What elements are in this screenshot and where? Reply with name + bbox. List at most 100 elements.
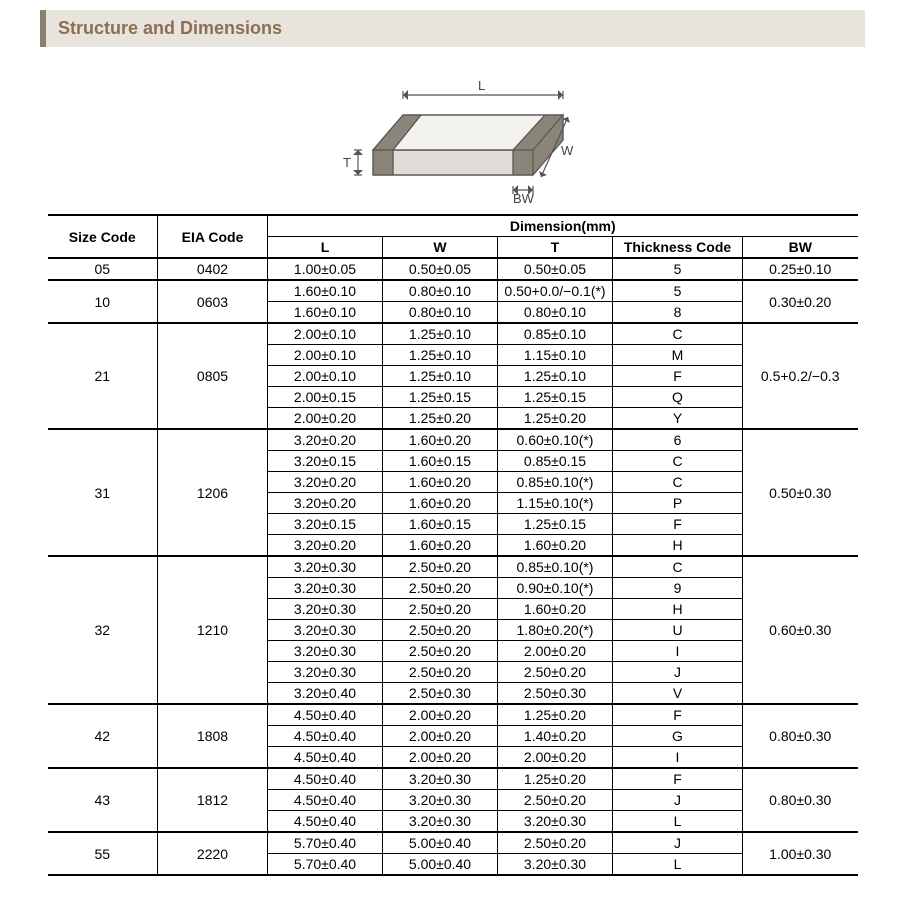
cell: 1.15±0.10(*) — [498, 493, 613, 514]
cell: 43 — [48, 768, 158, 832]
cell: J — [613, 662, 743, 683]
section-header: Structure and Dimensions — [40, 10, 865, 47]
cell: 2.00±0.10 — [268, 345, 383, 366]
cell: 1.60±0.20 — [498, 535, 613, 557]
table-body: 0504021.00±0.050.50±0.050.50±0.0550.25±0… — [48, 258, 858, 875]
cell: 1.25±0.10 — [383, 366, 498, 387]
cell: 2220 — [158, 832, 268, 875]
table-row: 3212103.20±0.302.50±0.200.85±0.10(*)C0.6… — [48, 556, 858, 578]
cell: 2.00±0.15 — [268, 387, 383, 408]
cell: M — [613, 345, 743, 366]
cell: 2.50±0.20 — [498, 662, 613, 683]
cell: 2.00±0.20 — [383, 726, 498, 747]
cell: 5 — [613, 280, 743, 302]
cell: 3.20±0.15 — [268, 451, 383, 472]
cell: 21 — [48, 323, 158, 429]
cell: 6 — [613, 429, 743, 451]
cell: 3.20±0.30 — [383, 768, 498, 790]
cell: 3.20±0.30 — [268, 556, 383, 578]
cell: J — [613, 832, 743, 854]
col-eia: EIA Code — [158, 215, 268, 258]
cell: 2.00±0.20 — [498, 641, 613, 662]
cell: 1210 — [158, 556, 268, 704]
table-row: 2108052.00±0.101.25±0.100.85±0.10C0.5+0.… — [48, 323, 858, 345]
cell: 1.25±0.20 — [498, 704, 613, 726]
table-row: 4318124.50±0.403.20±0.301.25±0.20F0.80±0… — [48, 768, 858, 790]
cell: C — [613, 472, 743, 493]
cell: 2.50±0.20 — [383, 599, 498, 620]
cell: 1.60±0.10 — [268, 280, 383, 302]
cell: 2.50±0.20 — [383, 641, 498, 662]
cell: 0.80±0.10 — [383, 280, 498, 302]
cell: 2.50±0.30 — [383, 683, 498, 705]
cell: 3.20±0.15 — [268, 514, 383, 535]
cell: 4.50±0.40 — [268, 768, 383, 790]
dimension-diagram: LWTBW — [0, 47, 905, 214]
cell: 1.40±0.20 — [498, 726, 613, 747]
cell: 2.00±0.20 — [383, 704, 498, 726]
cell: 3.20±0.30 — [268, 662, 383, 683]
cell: 42 — [48, 704, 158, 768]
table-row: 3112063.20±0.201.60±0.200.60±0.10(*)60.5… — [48, 429, 858, 451]
col-dimension: Dimension(mm) — [268, 215, 858, 237]
cell: 2.50±0.20 — [383, 556, 498, 578]
cell: 4.50±0.40 — [268, 790, 383, 811]
cell: 2.00±0.10 — [268, 323, 383, 345]
cell: 3.20±0.20 — [268, 472, 383, 493]
cell: 0.80±0.30 — [743, 768, 858, 832]
cell: 1.60±0.15 — [383, 451, 498, 472]
cell: 0.50+0.0/−0.1(*) — [498, 280, 613, 302]
cell: 2.00±0.20 — [498, 747, 613, 769]
cell: 3.20±0.30 — [268, 641, 383, 662]
cell: F — [613, 366, 743, 387]
cell: G — [613, 726, 743, 747]
svg-text:L: L — [478, 78, 485, 93]
cell: 1.60±0.20 — [383, 429, 498, 451]
cell: 1.25±0.10 — [383, 345, 498, 366]
cell: 1.80±0.20(*) — [498, 620, 613, 641]
dimensions-table: Size Code EIA Code Dimension(mm) L W T T… — [48, 214, 858, 876]
cell: 2.50±0.20 — [383, 620, 498, 641]
cell: 0805 — [158, 323, 268, 429]
col-tc: Thickness Code — [613, 237, 743, 259]
cell: 1.60±0.15 — [383, 514, 498, 535]
cell: H — [613, 535, 743, 557]
cell: V — [613, 683, 743, 705]
cell: 9 — [613, 578, 743, 599]
cell: 1.60±0.20 — [383, 535, 498, 557]
cell: C — [613, 451, 743, 472]
cell: 0.90±0.10(*) — [498, 578, 613, 599]
cell: 1.00±0.05 — [268, 258, 383, 280]
cell: 0402 — [158, 258, 268, 280]
cell: 3.20±0.20 — [268, 535, 383, 557]
cell: 0.80±0.10 — [383, 302, 498, 324]
cell: 31 — [48, 429, 158, 556]
col-bw: BW — [743, 237, 858, 259]
cell: 4.50±0.40 — [268, 704, 383, 726]
cell: 3.20±0.30 — [268, 578, 383, 599]
cell: 1808 — [158, 704, 268, 768]
cell: 5.00±0.40 — [383, 832, 498, 854]
col-W: W — [383, 237, 498, 259]
cell: 0.50±0.05 — [498, 258, 613, 280]
cell: 3.20±0.30 — [383, 790, 498, 811]
cell: 1.60±0.20 — [383, 472, 498, 493]
col-size: Size Code — [48, 215, 158, 258]
cell: F — [613, 704, 743, 726]
cell: 4.50±0.40 — [268, 747, 383, 769]
cell: 3.20±0.30 — [268, 599, 383, 620]
cell: F — [613, 514, 743, 535]
cell: 0603 — [158, 280, 268, 323]
cell: I — [613, 747, 743, 769]
cell: 1.15±0.10 — [498, 345, 613, 366]
table-row: 4218084.50±0.402.00±0.201.25±0.20F0.80±0… — [48, 704, 858, 726]
svg-text:W: W — [561, 143, 574, 158]
cell: 8 — [613, 302, 743, 324]
cell: 0.25±0.10 — [743, 258, 858, 280]
cell: 0.80±0.30 — [743, 704, 858, 768]
cell: U — [613, 620, 743, 641]
cell: 2.00±0.10 — [268, 366, 383, 387]
cell: 2.50±0.20 — [498, 832, 613, 854]
cell: 2.50±0.20 — [498, 790, 613, 811]
cell: L — [613, 854, 743, 876]
